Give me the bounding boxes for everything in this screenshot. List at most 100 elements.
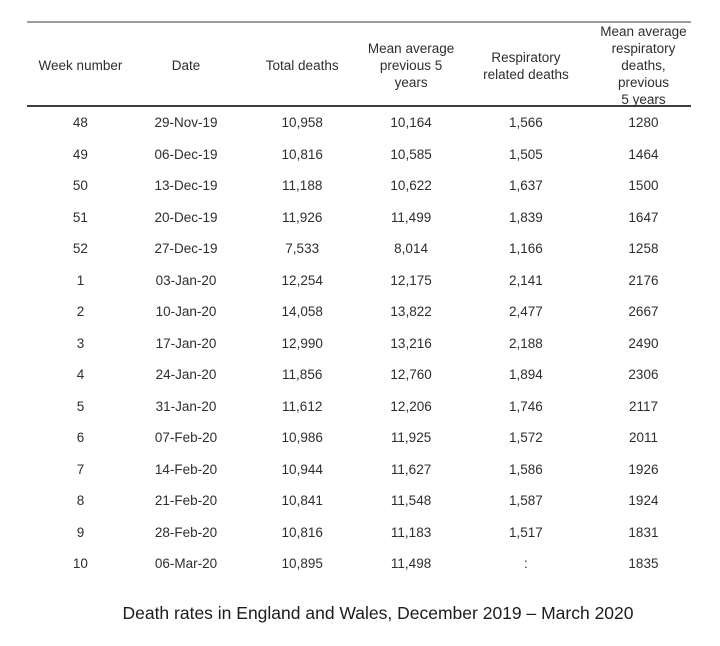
table-cell: 5 (76, 398, 85, 414)
table-cell: 14-Feb-20 (154, 461, 218, 477)
table-cell: 1,637 (509, 178, 543, 194)
table-row: 49 06-Dec-19 10,816 10,585 1,505 1464 (27, 139, 691, 171)
table-cell: 49 (72, 146, 88, 162)
top-rule (27, 21, 691, 23)
table-cell: 10,816 (281, 146, 323, 162)
table-cell: 2176 (628, 272, 659, 288)
table-cell: 1 (76, 272, 85, 288)
table-cell: 1,587 (509, 493, 543, 509)
table-cell: 12,254 (281, 272, 323, 288)
column-header: Mean average previous 5 years (367, 41, 455, 90)
table-cell: 1258 (628, 241, 659, 257)
table-cell: 12,175 (390, 272, 432, 288)
table-cell: 10,164 (390, 115, 432, 131)
table-cell: 12,206 (390, 398, 432, 414)
table-cell: 10 (72, 556, 88, 572)
table-cell: 1924 (628, 493, 659, 509)
table-cell: 2306 (628, 367, 659, 383)
table-cell: 1,746 (509, 398, 543, 414)
table-cell: 10,895 (281, 556, 323, 572)
table-cell: 11,856 (282, 367, 323, 383)
table-cell: 03-Jan-20 (155, 272, 217, 288)
table-cell: 12,760 (390, 367, 432, 383)
table-cell: 1,894 (509, 367, 543, 383)
table-cell: 28-Feb-20 (154, 524, 218, 540)
table-cell: 13,822 (390, 304, 432, 320)
table-cell: 11,183 (390, 524, 432, 540)
table-cell: 27-Dec-19 (154, 241, 218, 257)
table-cell: 1647 (628, 209, 659, 225)
column-header: Week number (38, 58, 123, 73)
table-row: 7 14-Feb-20 10,944 11,627 1,586 1926 (27, 454, 691, 486)
table-cell: 20-Dec-19 (154, 209, 218, 225)
table-cell: 1,505 (509, 146, 543, 162)
table-cell: 50 (72, 178, 88, 194)
table-cell: 1280 (628, 115, 659, 131)
table-cell: 11,926 (282, 209, 323, 225)
table-cell: 29-Nov-19 (154, 115, 218, 131)
table-cell: 1,586 (509, 461, 543, 477)
table-cell: 11,499 (390, 209, 432, 225)
table-cell: 1831 (628, 524, 659, 540)
table-cell: 1,517 (509, 524, 543, 540)
table-cell: 2 (76, 304, 85, 320)
table-cell: 1,566 (509, 115, 543, 131)
table-cell: 06-Mar-20 (154, 556, 218, 572)
table-cell: 10,986 (281, 430, 323, 446)
table-cell: 3 (76, 335, 85, 351)
table-cell: 10,841 (281, 493, 323, 509)
table-row: 5 31-Jan-20 11,612 12,206 1,746 2117 (27, 391, 691, 423)
table-cell: 10,585 (390, 146, 432, 162)
table-cell: 10-Jan-20 (155, 304, 217, 320)
table-cell: 2490 (628, 335, 659, 351)
table-row: 48 29-Nov-19 10,958 10,164 1,566 1280 (27, 107, 691, 139)
table-cell: 2011 (628, 430, 658, 446)
table-cell: 1926 (628, 461, 659, 477)
table-body: 48 29-Nov-19 10,958 10,164 1,566 1280 49 06-Dec… (27, 107, 691, 580)
table-cell: 11,498 (390, 556, 432, 572)
table-cell: 2,188 (509, 335, 543, 351)
table-cell: 13,216 (390, 335, 432, 351)
table-cell: 17-Jan-20 (155, 335, 217, 351)
table-cell: 8,014 (394, 241, 428, 257)
table-cell: 2667 (628, 304, 659, 320)
table-cell: 11,627 (390, 461, 432, 477)
table-cell: 11,548 (390, 493, 432, 509)
table-cell: 2,477 (509, 304, 543, 320)
table-cell: 2117 (628, 398, 658, 414)
table-row: 50 13-Dec-19 11,188 10,622 1,637 1500 (27, 170, 691, 202)
table-row: 1 03-Jan-20 12,254 12,175 2,141 2176 (27, 265, 691, 297)
header-rule (27, 105, 691, 107)
column-header: Mean average respiratory deaths, previou… (600, 24, 687, 107)
table-cell: 12,990 (281, 335, 323, 351)
column-header: Respiratory related deaths (483, 49, 569, 82)
table-caption: Death rates in England and Wales, Decemb… (122, 603, 634, 623)
column-header: Total deaths (265, 58, 339, 73)
table-cell: 31-Jan-20 (155, 398, 217, 414)
table-cell: 11,612 (282, 398, 323, 414)
table-cell: 48 (72, 115, 88, 131)
table-cell: 11,188 (282, 178, 323, 194)
table-cell: 10,816 (281, 524, 323, 540)
table-cell: 9 (76, 524, 85, 540)
table-row: 52 27-Dec-19 7,533 8,014 1,166 1258 (27, 233, 691, 265)
table-cell: 4 (76, 367, 85, 383)
table-row: 4 24-Jan-20 11,856 12,760 1,894 2306 (27, 359, 691, 391)
table-cell: : (524, 556, 528, 572)
table-cell: 10,944 (281, 461, 323, 477)
table-row: 51 20-Dec-19 11,926 11,499 1,839 1647 (27, 202, 691, 234)
table-row: 6 07-Feb-20 10,986 11,925 1,572 2011 (27, 422, 691, 454)
table-row: 9 28-Feb-20 10,816 11,183 1,517 1831 (27, 517, 691, 549)
column-header: Date (171, 58, 201, 73)
table-cell: 2,141 (509, 272, 543, 288)
table-cell: 1835 (628, 556, 659, 572)
table-cell: 1464 (628, 146, 659, 162)
table-cell: 21-Feb-20 (154, 493, 218, 509)
table-cell: 1,839 (509, 209, 543, 225)
table-cell: 10,622 (390, 178, 432, 194)
table-cell: 1500 (628, 178, 659, 194)
table-cell: 07-Feb-20 (154, 430, 218, 446)
table-row: 2 10-Jan-20 14,058 13,822 2,477 2667 (27, 296, 691, 328)
table-row: 3 17-Jan-20 12,990 13,216 2,188 2490 (27, 328, 691, 360)
table-header-row: Week number Date Total deaths Mean average … (27, 23, 691, 107)
